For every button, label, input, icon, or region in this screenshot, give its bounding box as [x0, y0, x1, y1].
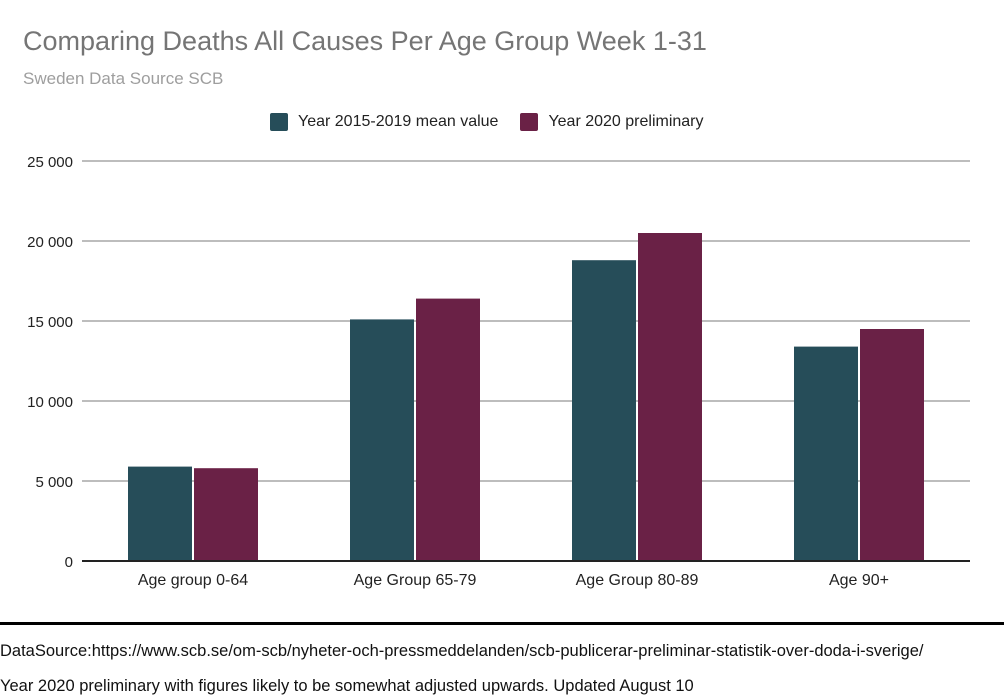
chart-subtitle: Sweden Data Source SCB — [23, 69, 224, 88]
legend-swatch-series-2 — [520, 113, 539, 131]
legend-item-series-1: Year 2015-2019 mean value — [270, 113, 498, 131]
y-tick-label: 0 — [65, 554, 73, 571]
y-tick-label: 20 000 — [27, 234, 73, 251]
x-tick-label: Age 90+ — [829, 572, 889, 589]
y-tick-label: 25 000 — [27, 154, 73, 171]
footer-divider — [0, 622, 1004, 625]
bar-series-2-3 — [860, 329, 924, 561]
bars — [128, 233, 924, 561]
bar-series-1-1 — [350, 319, 414, 561]
legend-swatch-series-1 — [270, 113, 288, 131]
legend-item-series-2: Year 2020 preliminary — [520, 113, 704, 131]
x-axis-tick-labels: Age group 0-64 Age Group 65-79 Age Group 8… — [138, 572, 889, 589]
y-tick-label: 15 000 — [27, 314, 73, 331]
footer-data-source: DataSource:https://www.scb.se/om-scb/nyh… — [0, 642, 924, 660]
bar-series-1-2 — [572, 260, 636, 561]
chart-legend: Year 2015-2019 mean value Year 2020 prel… — [270, 113, 726, 131]
footer-note: Year 2020 preliminary with figures likel… — [0, 677, 694, 695]
y-tick-label: 10 000 — [27, 394, 73, 411]
legend-label-series-2: Year 2020 preliminary — [548, 113, 704, 130]
chart-panel: Comparing Deaths All Causes Per Age Grou… — [23, 26, 970, 589]
legend-label-series-1: Year 2015-2019 mean value — [298, 113, 499, 130]
bar-series-1-0 — [128, 466, 192, 561]
bar-chart-plot: 0 5 000 10 000 15 000 20 000 25 000 Age group… — [27, 154, 970, 589]
x-tick-label: Age Group 65-79 — [354, 572, 477, 589]
y-tick-label: 5 000 — [35, 474, 73, 491]
y-axis-tick-labels: 0 5 000 10 000 15 000 20 000 25 000 — [27, 154, 73, 571]
bar-series-1-3 — [794, 346, 858, 561]
x-tick-label: Age group 0-64 — [138, 572, 248, 589]
bar-series-2-2 — [638, 233, 702, 561]
bar-series-2-0 — [194, 468, 258, 561]
chart-title: Comparing Deaths All Causes Per Age Grou… — [23, 26, 707, 56]
bar-series-2-1 — [416, 298, 480, 561]
x-tick-label: Age Group 80-89 — [576, 572, 699, 589]
